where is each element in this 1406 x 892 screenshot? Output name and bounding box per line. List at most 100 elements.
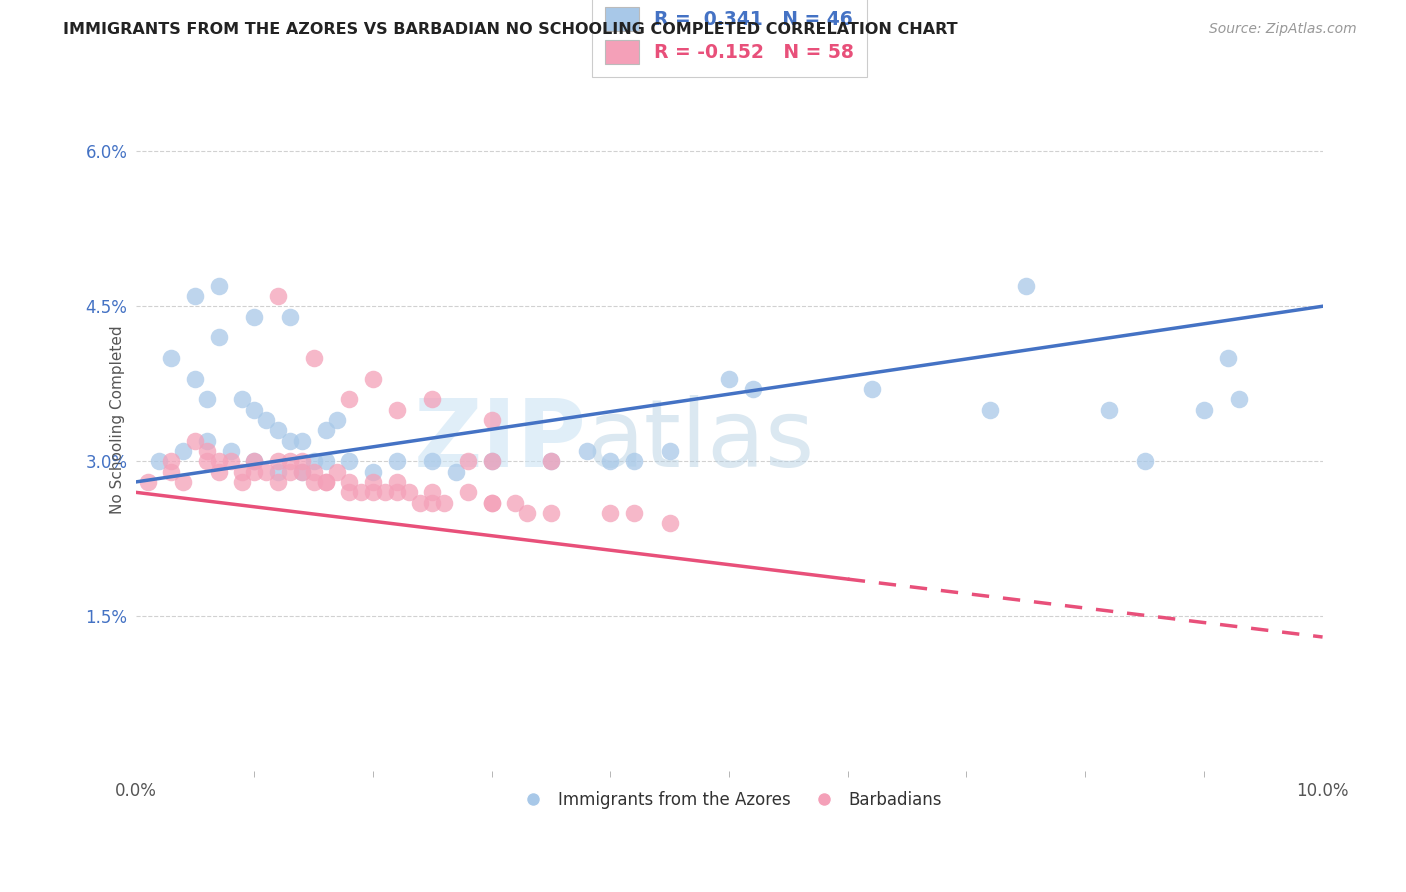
Point — [243, 454, 266, 468]
Point — [267, 465, 290, 479]
Point — [979, 402, 1001, 417]
Point — [337, 454, 360, 468]
Point — [409, 495, 432, 509]
Point — [361, 371, 384, 385]
Point — [433, 495, 456, 509]
Point — [575, 444, 598, 458]
Point — [505, 495, 527, 509]
Point — [278, 310, 301, 324]
Point — [195, 434, 218, 448]
Text: atlas: atlas — [586, 395, 815, 487]
Point — [422, 454, 444, 468]
Legend: Immigrants from the Azores, Barbadians: Immigrants from the Azores, Barbadians — [509, 784, 949, 816]
Point — [516, 506, 538, 520]
Point — [267, 423, 290, 437]
Point — [160, 465, 183, 479]
Point — [1098, 402, 1121, 417]
Text: ZIP: ZIP — [413, 395, 586, 487]
Point — [291, 454, 314, 468]
Point — [231, 465, 253, 479]
Point — [337, 392, 360, 407]
Point — [481, 454, 503, 468]
Point — [315, 423, 337, 437]
Point — [254, 413, 277, 427]
Point — [398, 485, 420, 500]
Point — [540, 454, 562, 468]
Point — [337, 485, 360, 500]
Point — [326, 465, 349, 479]
Text: Source: ZipAtlas.com: Source: ZipAtlas.com — [1209, 22, 1357, 37]
Point — [361, 465, 384, 479]
Point — [385, 475, 408, 489]
Point — [481, 495, 503, 509]
Point — [291, 465, 314, 479]
Point — [172, 475, 194, 489]
Point — [315, 475, 337, 489]
Point — [208, 278, 231, 293]
Point — [457, 454, 479, 468]
Point — [243, 310, 266, 324]
Point — [385, 454, 408, 468]
Point — [599, 454, 621, 468]
Point — [172, 444, 194, 458]
Point — [219, 454, 242, 468]
Point — [219, 444, 242, 458]
Point — [422, 392, 444, 407]
Point — [1133, 454, 1156, 468]
Point — [231, 392, 253, 407]
Point — [278, 465, 301, 479]
Point — [208, 454, 231, 468]
Point — [267, 289, 290, 303]
Point — [385, 485, 408, 500]
Point — [302, 454, 325, 468]
Point — [160, 454, 183, 468]
Point — [422, 485, 444, 500]
Point — [623, 454, 645, 468]
Point — [540, 506, 562, 520]
Point — [860, 382, 883, 396]
Point — [326, 413, 349, 427]
Point — [267, 454, 290, 468]
Point — [160, 351, 183, 365]
Point — [243, 465, 266, 479]
Point — [291, 465, 314, 479]
Point — [374, 485, 396, 500]
Text: IMMIGRANTS FROM THE AZORES VS BARBADIAN NO SCHOOLING COMPLETED CORRELATION CHART: IMMIGRANTS FROM THE AZORES VS BARBADIAN … — [63, 22, 957, 37]
Point — [658, 516, 681, 531]
Point — [741, 382, 763, 396]
Point — [208, 330, 231, 344]
Point — [231, 475, 253, 489]
Point — [481, 495, 503, 509]
Point — [302, 351, 325, 365]
Point — [658, 444, 681, 458]
Point — [599, 506, 621, 520]
Point — [1192, 402, 1215, 417]
Point — [361, 475, 384, 489]
Point — [718, 371, 741, 385]
Point — [623, 506, 645, 520]
Point — [481, 413, 503, 427]
Point — [254, 465, 277, 479]
Point — [184, 289, 207, 303]
Point — [208, 465, 231, 479]
Point — [278, 454, 301, 468]
Point — [1216, 351, 1239, 365]
Point — [267, 475, 290, 489]
Point — [385, 402, 408, 417]
Point — [195, 454, 218, 468]
Point — [195, 392, 218, 407]
Point — [148, 454, 170, 468]
Point — [302, 475, 325, 489]
Point — [540, 454, 562, 468]
Point — [1229, 392, 1251, 407]
Point — [302, 465, 325, 479]
Point — [136, 475, 159, 489]
Point — [457, 485, 479, 500]
Point — [184, 434, 207, 448]
Point — [278, 434, 301, 448]
Point — [243, 454, 266, 468]
Point — [315, 475, 337, 489]
Point — [422, 495, 444, 509]
Point — [1015, 278, 1038, 293]
Point — [243, 402, 266, 417]
